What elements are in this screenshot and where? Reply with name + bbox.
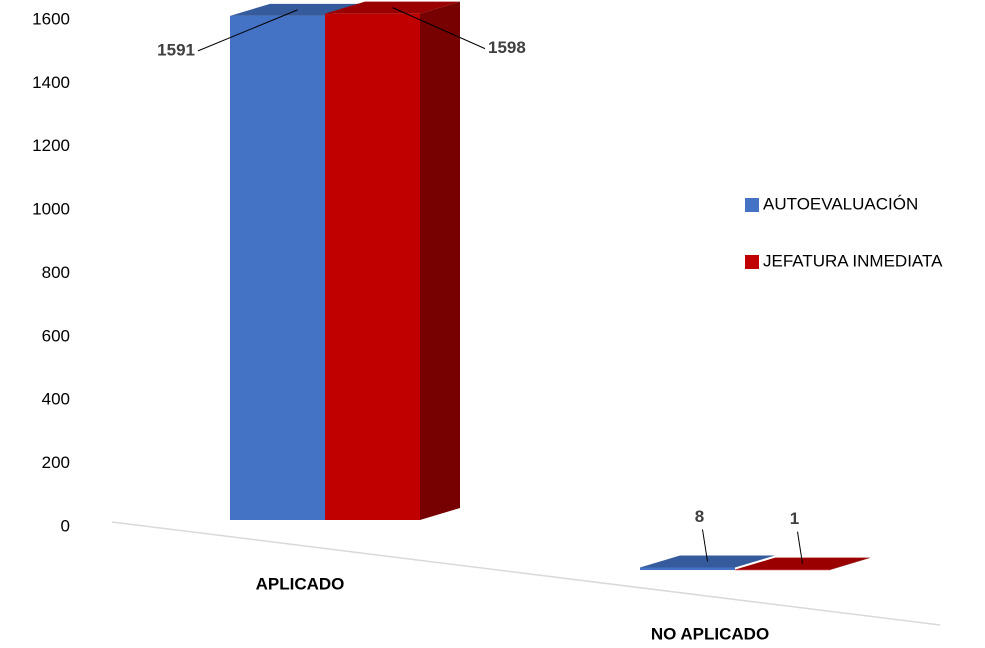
bar bbox=[325, 13, 420, 520]
bar-side bbox=[420, 1, 460, 521]
label-leader bbox=[197, 9, 298, 52]
bar-side bbox=[830, 557, 870, 570]
legend-label: JEFATURA INMEDIATA bbox=[763, 251, 943, 270]
y-tick-label: 200 bbox=[42, 453, 70, 472]
legend-swatch bbox=[745, 198, 759, 212]
y-tick-label: 600 bbox=[42, 326, 70, 345]
label-leader bbox=[702, 529, 708, 562]
label-leader bbox=[392, 7, 486, 50]
floor-line bbox=[111, 521, 941, 626]
y-tick-label: 1000 bbox=[32, 200, 70, 219]
y-tick-label: 400 bbox=[42, 390, 70, 409]
value-label: 1 bbox=[790, 509, 799, 528]
y-tick-label: 1600 bbox=[32, 9, 70, 28]
y-tick-label: 1200 bbox=[32, 136, 70, 155]
legend-swatch bbox=[745, 255, 759, 269]
value-label: 8 bbox=[695, 507, 704, 526]
x-tick-label: NO APLICADO bbox=[651, 624, 769, 643]
y-tick-label: 800 bbox=[42, 263, 70, 282]
bar bbox=[735, 569, 830, 571]
bar bbox=[230, 15, 325, 521]
label-leader bbox=[797, 531, 803, 564]
legend-label: AUTOEVALUACIÓN bbox=[763, 194, 918, 213]
value-label: 1598 bbox=[488, 38, 526, 57]
bar bbox=[640, 567, 735, 570]
y-tick-label: 0 bbox=[61, 516, 70, 535]
y-tick-label: 1400 bbox=[32, 73, 70, 92]
value-label: 1591 bbox=[157, 40, 195, 59]
x-tick-label: APLICADO bbox=[256, 574, 345, 593]
